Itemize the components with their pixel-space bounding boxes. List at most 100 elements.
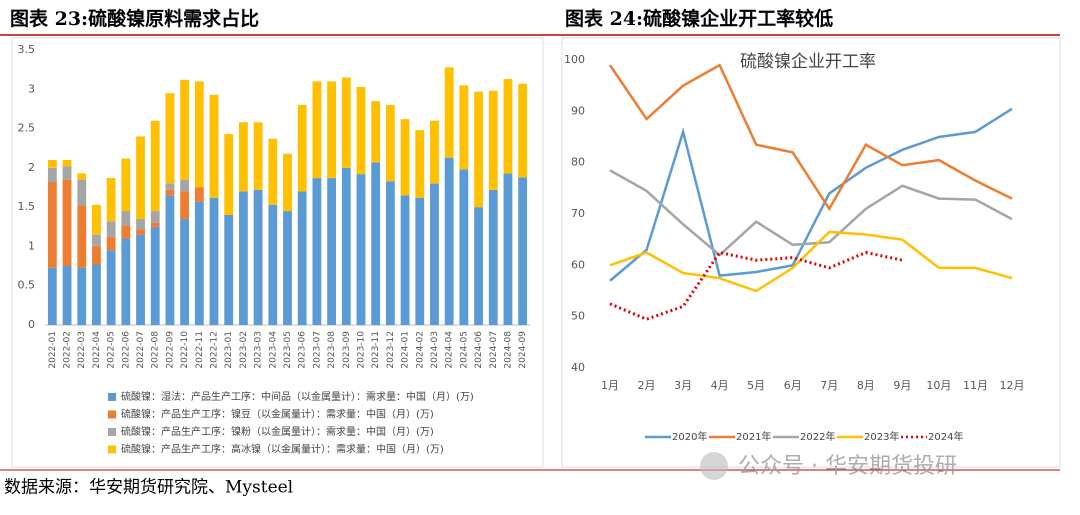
x-tick-label: 2022-02 [63,331,73,369]
bar-segment [312,178,322,325]
bar-segment [150,222,160,227]
bar-segment [503,173,513,325]
x-tick-label: 2023-03 [254,331,264,369]
x-tick-label: 2024-03 [430,331,440,369]
bar-segment [77,179,87,206]
bar-segment [444,67,454,158]
bar-segment [474,91,483,208]
x-tick-label: 2022-09 [165,331,175,369]
legend-label: 2020年 [672,430,707,443]
bar-segment [253,189,263,325]
bar-segment [165,195,175,325]
y-tick-label: 2.5 [18,122,36,135]
bar-segment [136,229,145,235]
y-tick-label: 1 [28,239,35,252]
bar-segment [430,120,439,184]
bar-segment [106,221,116,237]
x-tick-label: 12月 [1000,379,1025,392]
bar-segment [356,174,366,325]
x-tick-label: 2023-11 [371,331,381,369]
bar-segment [47,267,57,325]
figure-caption: 图表 24:硫酸镍企业开工率较低 [565,7,833,30]
x-tick-label: 2022-06 [121,331,131,369]
line-series [609,107,1013,282]
bar-segment [180,179,190,192]
legend-swatch [108,393,116,401]
x-tick-label: 2024-08 [503,331,513,369]
y-tick-label: 100 [564,53,585,66]
bar-segment [180,79,190,180]
bar-segment [194,187,204,202]
bar-segment [239,122,248,192]
bar-segment [106,178,116,222]
bar-segment [444,157,454,325]
x-tick-label: 2022-08 [151,331,161,369]
x-tick-label: 10月 [926,379,951,392]
bar-segment [224,134,234,215]
legend-label: 2021年 [736,430,771,443]
line-series [609,230,1013,293]
bar-segment [239,191,248,325]
bar-segment [194,201,204,325]
bar-segment [77,267,87,325]
legend-label: 硫酸镍：产品生产工序：高冰镍（以金属量计）：需求量：中国（月）(万) [121,443,444,456]
bar-segment [400,119,410,196]
bar-segment [312,81,322,179]
bar-segment [415,197,425,325]
chart-title: 硫酸镍企业开工率 [740,52,876,72]
x-tick-label: 2023-12 [386,331,396,369]
bar-segment [106,237,116,251]
x-tick-label: 1月 [601,379,619,392]
bar-segment [136,218,145,230]
bar-segment [62,266,72,325]
bar-segment [503,79,513,174]
bar-segment [283,153,292,212]
bar-segment [209,197,219,325]
x-tick-label: 2022-05 [107,331,117,369]
bar-segment [92,234,101,247]
bar-segment [430,183,439,325]
legend-label: 2022年 [800,430,835,443]
bar-segment [209,94,219,198]
y-tick-label: 60 [571,258,585,271]
bar-segment [488,189,498,325]
x-tick-label: 6月 [784,379,802,392]
bar-segment [47,167,57,182]
legend-label: 2024年 [928,430,963,443]
x-tick-label: 2022-04 [92,331,102,369]
y-tick-label: 80 [571,156,585,169]
x-tick-label: 2024-06 [474,331,484,369]
x-tick-label: 2023-07 [312,331,322,369]
bar-segment [194,81,204,188]
x-tick-label: 2023-06 [298,331,308,369]
bar-segment [136,234,145,325]
line-series [608,63,1013,212]
bar-segment [327,178,336,325]
y-tick-label: 0 [28,318,35,331]
legend-swatch [108,445,116,454]
x-tick-label: 2024-01 [401,331,411,369]
x-tick-label: 2022-11 [195,331,205,369]
bar-segment [297,191,307,325]
x-tick-label: 2月 [638,379,656,392]
legend-label: 硫酸镍：产品生产工序：镍豆（以金属量计）：需求量：中国（月）(万) [121,408,434,421]
x-tick-label: 2023-08 [327,331,337,369]
x-tick-label: 5月 [747,379,765,392]
bar-segment [415,130,425,198]
x-tick-label: 2024-09 [518,331,528,369]
bar-segment [459,85,469,170]
x-tick-label: 2023-01 [224,331,234,369]
legend-swatch [108,410,116,419]
bar-segment [62,160,72,167]
bar-segment [341,77,351,168]
watermark: 公众号 · 华安期货投研 [738,454,957,479]
x-tick-label: 2023-02 [239,331,249,369]
bar-segment [459,169,469,325]
bar-segment [121,238,131,325]
x-tick-label: 7月 [820,379,838,392]
bar-segment [106,250,116,325]
bar-segment [180,218,190,325]
x-tick-label: 2023-09 [342,331,352,369]
x-tick-label: 2024-05 [459,331,469,369]
